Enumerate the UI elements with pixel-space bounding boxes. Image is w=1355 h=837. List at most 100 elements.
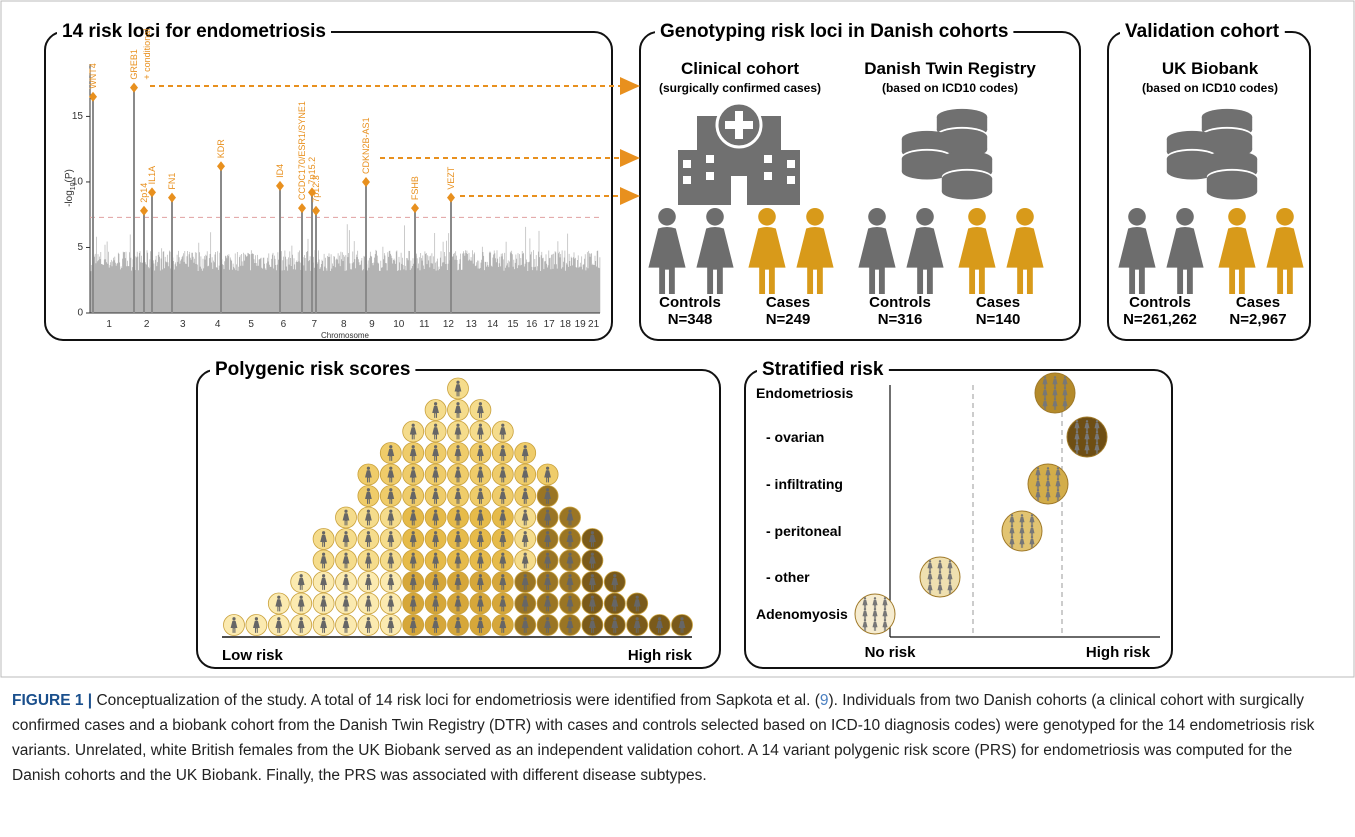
axis-end-label: High risk xyxy=(1086,644,1151,661)
locus-marker xyxy=(89,91,97,102)
x-tick-label: 18 xyxy=(560,319,572,330)
title-backing xyxy=(57,21,331,43)
locus-label: CCDC170/ESR1/SYNE1 xyxy=(297,101,307,200)
cohort-name: UK Biobank xyxy=(1162,59,1259,78)
locus-label: GREB1 xyxy=(129,49,139,80)
arrow-head xyxy=(620,77,640,95)
caption: FIGURE 1 | Conceptualization of the stud… xyxy=(12,688,1342,788)
title-backing xyxy=(1120,21,1285,43)
locus-label: CDKN2B-AS1 xyxy=(361,117,371,174)
locus-marker xyxy=(411,203,419,214)
subtype-label: - ovarian xyxy=(766,429,824,445)
caption-ref: 9 xyxy=(819,692,829,709)
x-tick-label: 16 xyxy=(526,319,538,330)
subtype-label: Endometriosis xyxy=(756,385,853,401)
locus-label: FSHB xyxy=(410,176,420,200)
group-label: Cases xyxy=(1236,294,1280,311)
locus-label: IL1A xyxy=(147,166,157,185)
locus-label: FN1 xyxy=(167,173,177,190)
locus-label: 7p12.3 xyxy=(311,175,321,203)
figure: 14 risk loci for endometriosis Genotyping… xyxy=(0,0,1355,678)
caption-label: FIGURE 1 | xyxy=(12,692,93,709)
person-icon xyxy=(958,207,996,295)
axis-end-label: Low risk xyxy=(222,647,284,664)
person-icon xyxy=(696,207,734,295)
group-label: Controls xyxy=(659,294,721,311)
panel-frame xyxy=(196,369,721,669)
y-tick-label: 5 xyxy=(77,242,83,253)
person-icon xyxy=(1266,207,1304,295)
cohort-subtitle: (based on ICD10 codes) xyxy=(882,81,1018,95)
cohort-name: Danish Twin Registry xyxy=(864,59,1036,78)
cohort-subtitle: (surgically confirmed cases) xyxy=(659,81,821,95)
subtype-label: - other xyxy=(766,569,810,585)
panel-title: Polygenic risk scores xyxy=(215,359,410,380)
x-tick-label: 5 xyxy=(248,319,254,330)
group-label: Cases xyxy=(766,294,810,311)
x-axis-label: Chromosome xyxy=(321,331,370,340)
x-tick-label: 3 xyxy=(180,319,186,330)
panel-title: 14 risk loci for endometriosis xyxy=(62,21,326,42)
x-tick-label: 15 xyxy=(507,319,519,330)
locus-marker xyxy=(298,203,306,214)
locus-label: VEZT xyxy=(446,166,456,190)
locus-label: 7p15.2 xyxy=(307,157,317,185)
locus-label: KDR xyxy=(216,139,226,159)
x-tick-label: 17 xyxy=(544,319,556,330)
x-tick-label: 21 xyxy=(588,319,600,330)
x-tick-label: 14 xyxy=(487,319,499,330)
x-tick-label: 10 xyxy=(393,319,405,330)
y-axis-label-part: 10 xyxy=(70,182,77,190)
title-backing xyxy=(655,21,1014,43)
person-icon xyxy=(1118,207,1156,295)
person-icon xyxy=(1218,207,1256,295)
group-count: N=140 xyxy=(976,311,1021,328)
locus-marker xyxy=(148,187,156,198)
caption-text: Conceptualization of the study. A total … xyxy=(92,692,820,709)
subtype-label: Adenomyosis xyxy=(756,606,848,622)
person-icon xyxy=(1166,207,1204,295)
x-tick-label: 9 xyxy=(369,319,375,330)
panel-title: Stratified risk xyxy=(762,359,884,380)
x-tick-label: 8 xyxy=(341,319,347,330)
group-label: Controls xyxy=(869,294,931,311)
x-tick-label: 13 xyxy=(466,319,478,330)
y-axis-label-part: -log xyxy=(64,190,75,207)
x-tick-label: 7 xyxy=(311,319,317,330)
axis-end-label: High risk xyxy=(628,647,693,664)
x-tick-label: 2 xyxy=(144,319,150,330)
locus-label: + conditional xyxy=(142,29,152,80)
locus-marker xyxy=(217,161,225,172)
group-count: N=2,967 xyxy=(1229,311,1286,328)
arrow-head xyxy=(620,187,640,205)
person-icon xyxy=(796,207,834,295)
locus-marker xyxy=(447,192,455,203)
person-icon xyxy=(748,207,786,295)
person-icon xyxy=(1006,207,1044,295)
locus-marker xyxy=(168,192,176,203)
y-tick-label: 0 xyxy=(77,308,83,319)
cohort-name: Clinical cohort xyxy=(681,59,799,78)
group-count: N=261,262 xyxy=(1123,311,1197,328)
person-icon xyxy=(906,207,944,295)
y-axis-label-part: (P) xyxy=(64,169,75,182)
x-tick-label: 12 xyxy=(443,319,455,330)
x-tick-label: 6 xyxy=(281,319,287,330)
x-tick-label: 19 xyxy=(575,319,587,330)
locus-label: WNT4 xyxy=(88,63,98,89)
panel-title: Validation cohort xyxy=(1125,21,1280,42)
locus-marker xyxy=(140,205,148,216)
person-icon xyxy=(648,207,686,295)
locus-marker xyxy=(312,205,320,216)
locus-marker xyxy=(362,176,370,187)
x-tick-label: 4 xyxy=(215,319,221,330)
locus-label: 2p14 xyxy=(139,183,149,203)
y-axis-label: -log10(P) xyxy=(64,169,77,207)
locus-label: ID4 xyxy=(275,164,285,178)
panel-frame xyxy=(744,369,1173,669)
x-tick-label: 11 xyxy=(419,319,430,330)
caption-text: ). Individuals from two Danish cohorts (… xyxy=(12,692,1315,784)
figure-frame xyxy=(0,0,1355,678)
y-tick-label: 10 xyxy=(72,177,84,188)
